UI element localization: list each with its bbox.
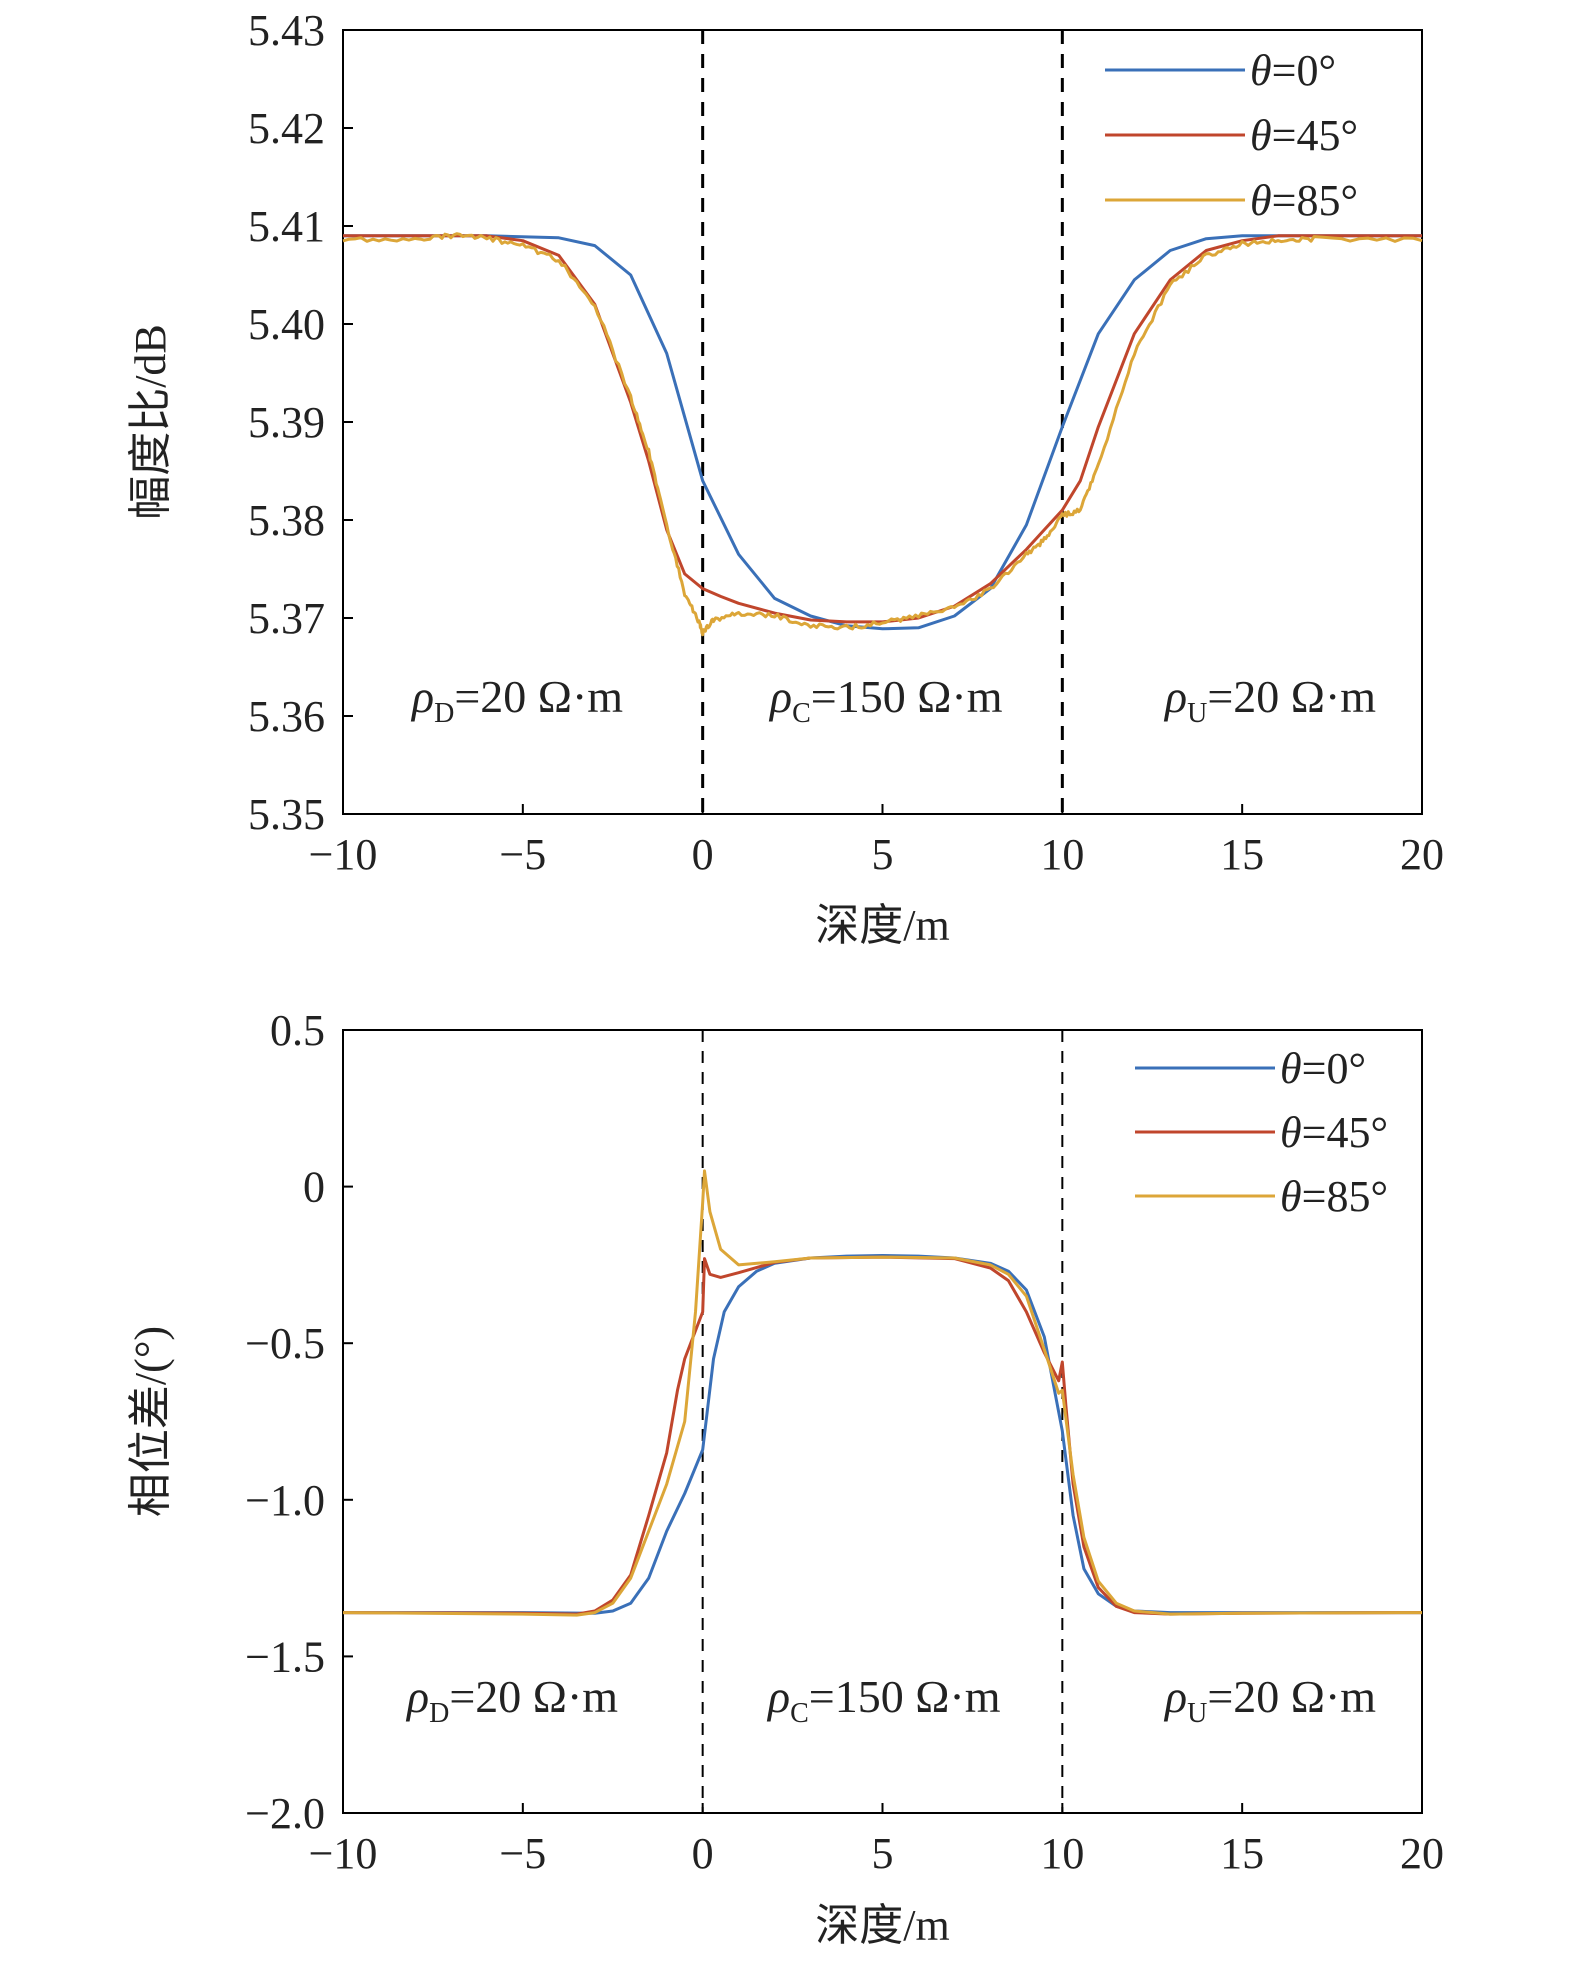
region-label: ρC=150 Ω·m bbox=[768, 671, 1003, 729]
y-tick-label: 5.38 bbox=[248, 496, 325, 545]
x-tick-label: 10 bbox=[1040, 830, 1084, 879]
amplitude-ratio-panel: −10 −5 0 5 10 15 20 5.35 5.36 5.37 5.38 5.39 5.40 5.4… bbox=[126, 6, 1444, 950]
legend-entry: θ=85° bbox=[1250, 176, 1358, 225]
x-tick-label: 0 bbox=[692, 830, 714, 879]
phase-difference-panel: −10 −5 0 5 10 15 20 −2.0 −1.5 −1.0 −0.5 0 0.5 深度/m 相位差… bbox=[126, 1006, 1444, 1950]
y-tick-label: 5.41 bbox=[248, 202, 325, 251]
x-tick-label: −5 bbox=[499, 1829, 546, 1878]
legend-entry: θ=85° bbox=[1280, 1172, 1388, 1221]
y-tick-label: 5.37 bbox=[248, 594, 325, 643]
y-axis-title: 相位差/(°) bbox=[126, 1326, 175, 1517]
x-tick-label: −10 bbox=[309, 1829, 378, 1878]
y-tick-label: 0 bbox=[303, 1163, 325, 1212]
x-tick-label: 15 bbox=[1220, 830, 1264, 879]
x-tick-label: 5 bbox=[872, 1829, 894, 1878]
x-tick-label: 0 bbox=[692, 1829, 714, 1878]
region-label: ρU=20 Ω·m bbox=[1163, 671, 1376, 729]
y-tick-label: 0.5 bbox=[270, 1006, 325, 1055]
y-tick-label: −0.5 bbox=[245, 1319, 325, 1368]
legend-entry: θ=0° bbox=[1280, 1044, 1366, 1093]
y-tick-label: −1.0 bbox=[245, 1476, 325, 1525]
y-tick-label: −1.5 bbox=[245, 1632, 325, 1681]
x-axis-title: 深度/m bbox=[815, 1901, 949, 1950]
y-tick-label: 5.35 bbox=[248, 790, 325, 839]
legend-entry: θ=0° bbox=[1250, 46, 1336, 95]
region-label: ρD=20 Ω·m bbox=[405, 1671, 618, 1729]
legend-entry: θ=45° bbox=[1280, 1108, 1388, 1157]
y-tick-label: 5.36 bbox=[248, 692, 325, 741]
x-tick-label: 10 bbox=[1040, 1829, 1084, 1878]
x-tick-label: 5 bbox=[872, 830, 894, 879]
series-line bbox=[343, 234, 1422, 631]
series-line bbox=[342, 232, 1423, 637]
region-label: ρU=20 Ω·m bbox=[1163, 1671, 1376, 1729]
legend-entry: θ=45° bbox=[1250, 111, 1358, 160]
x-tick-label: 20 bbox=[1400, 1829, 1444, 1878]
y-tick-label: 5.42 bbox=[248, 104, 325, 153]
x-axis-title: 深度/m bbox=[815, 901, 949, 950]
y-tick-label: 5.43 bbox=[248, 6, 325, 55]
series-line bbox=[343, 1254, 1422, 1615]
y-tick-label: 5.40 bbox=[248, 300, 325, 349]
region-label: ρC=150 Ω·m bbox=[766, 1671, 1001, 1729]
x-tick-label: −5 bbox=[499, 830, 546, 879]
series-line bbox=[343, 234, 1422, 624]
x-tick-label: −10 bbox=[309, 830, 378, 879]
series-line bbox=[342, 1169, 1423, 1617]
x-tick-label: 15 bbox=[1220, 1829, 1264, 1878]
y-tick-label: −2.0 bbox=[245, 1789, 325, 1838]
region-label: ρD=20 Ω·m bbox=[410, 671, 623, 729]
x-tick-label: 20 bbox=[1400, 830, 1444, 879]
y-tick-label: 5.39 bbox=[248, 398, 325, 447]
series-line bbox=[342, 1255, 1423, 1616]
y-axis-title: 幅度比/dB bbox=[126, 324, 175, 520]
